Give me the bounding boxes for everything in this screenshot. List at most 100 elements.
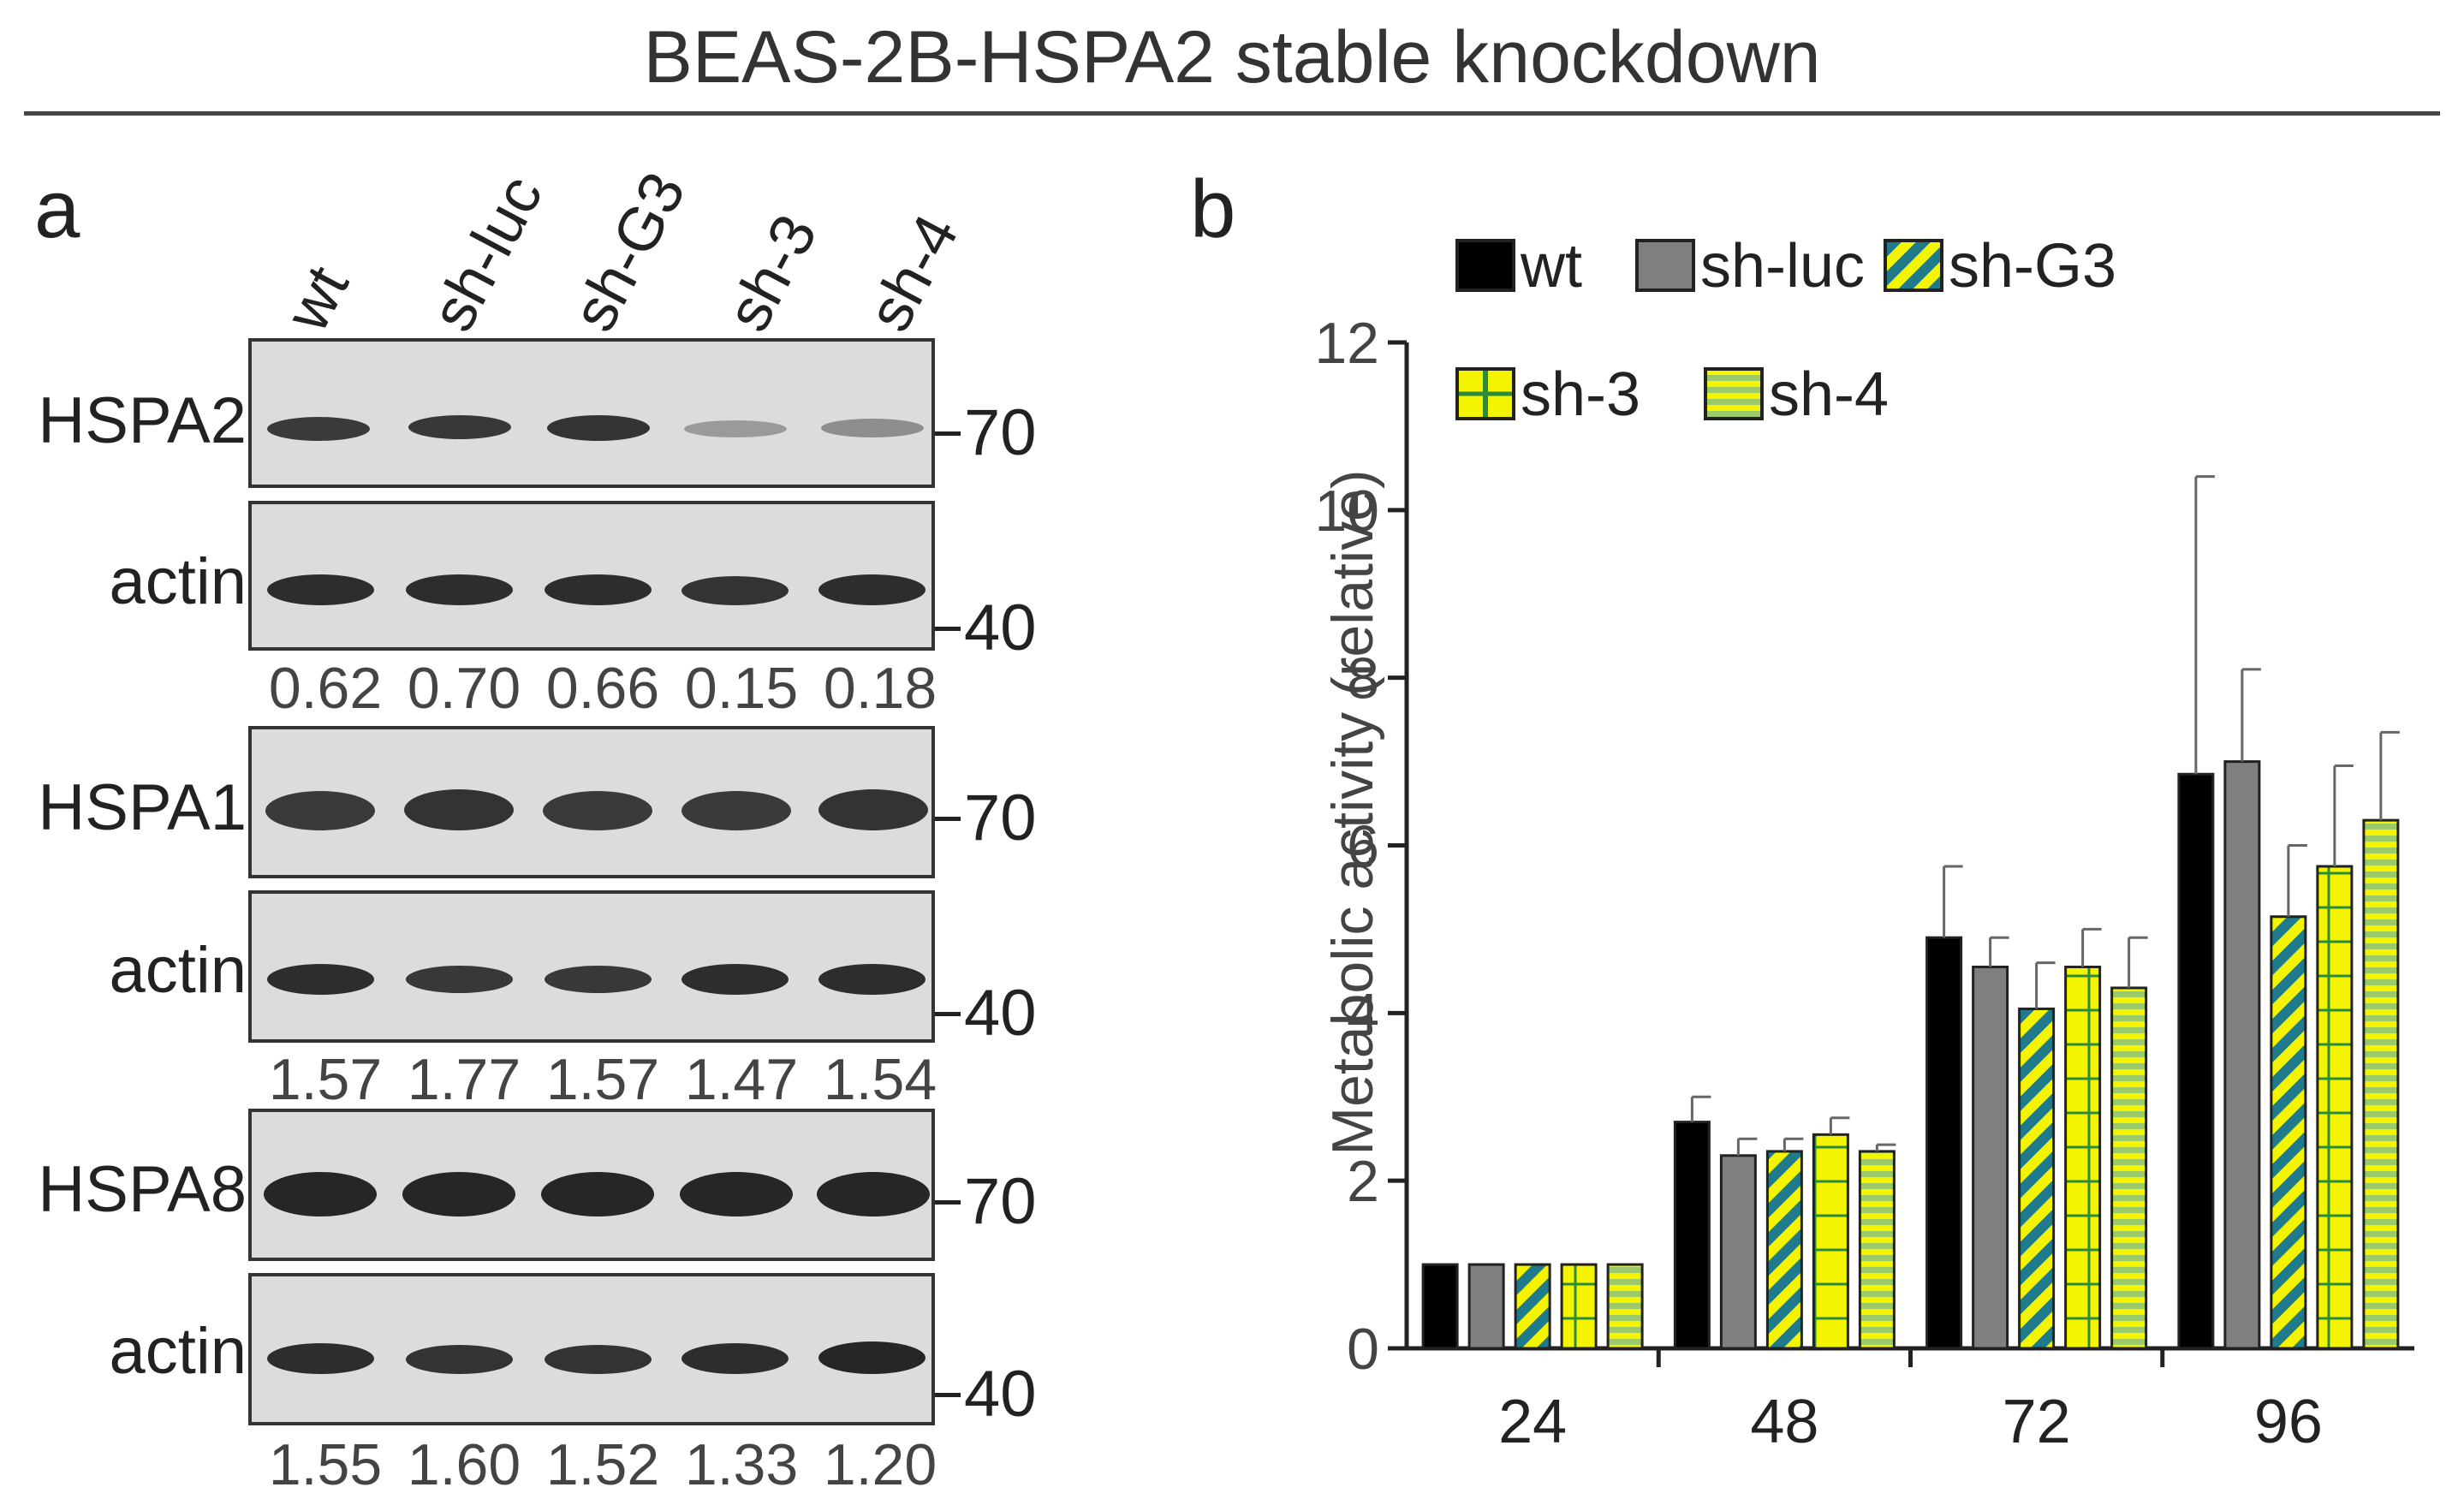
band-hspa2-sh-3 (684, 420, 787, 437)
y-tick-label: 2 (1347, 1149, 1379, 1214)
legend-item-sh-luc: sh-luc (1635, 231, 1865, 301)
band-hspa8-wt (264, 1172, 377, 1217)
ratio-hspa2-sh-luc: 0.70 (407, 656, 521, 721)
band-hspa1-sh-luc (404, 789, 514, 830)
band-hspa2-wt (267, 417, 370, 441)
lane-label-sh-3: sh-3 (713, 204, 830, 342)
band-hspa2-sh-g3 (547, 415, 650, 441)
band-actin3-sh-4 (818, 1341, 925, 1374)
ratio-hspa1-sh-g3: 1.57 (545, 1047, 660, 1112)
bar-sh-G3-72 (2018, 1007, 2056, 1350)
panel-a-label: a (34, 164, 80, 255)
ratio-hspa1-sh-luc: 1.77 (407, 1047, 521, 1112)
legend-swatch-sh-luc (1635, 238, 1695, 292)
band-actin1-sh-luc (406, 574, 513, 605)
ratio-hspa2-sh-4: 0.18 (823, 656, 937, 721)
lane-label-sh-4: sh-4 (854, 204, 972, 342)
band-hspa2-sh-luc (408, 415, 511, 439)
lane-label-sh-luc: sh-luc (418, 164, 556, 342)
x-tick-label: 48 (1750, 1388, 1818, 1447)
ratio-hspa8-sh-luc: 1.60 (407, 1432, 521, 1497)
x-tick-label: 96 (2254, 1388, 2323, 1447)
bar-sh-3-48 (1812, 1133, 1849, 1350)
band-hspa8-sh-4 (817, 1172, 930, 1217)
panel-b-label: b (1190, 164, 1236, 255)
legend-item-sh-3: sh-3 (1455, 360, 1640, 430)
bar-wt-24 (1421, 1263, 1459, 1350)
band-actin3-sh-3 (681, 1343, 789, 1374)
band-actin3-sh-luc (406, 1345, 513, 1374)
band-hspa2-sh-4 (821, 419, 924, 437)
band-actin1-sh-3 (681, 576, 789, 605)
bar-sh-4-24 (1606, 1263, 1644, 1350)
bar-sh-luc-96 (2223, 760, 2261, 1350)
mw-marker-70: 70 (935, 396, 1037, 470)
legend-swatch-sh-4 (1704, 366, 1764, 420)
ratio-hspa2-wt: 0.62 (268, 656, 383, 721)
chart-bars (1421, 475, 2400, 1350)
band-actin2-sh-4 (818, 964, 925, 995)
bar-sh-luc-72 (1972, 965, 2009, 1350)
x-tick-label: 72 (2003, 1388, 2071, 1447)
band-actin1-wt (267, 574, 374, 605)
bar-sh-4-72 (2110, 986, 2148, 1350)
lane-label-wt: wt (272, 255, 362, 342)
ratio-hspa1-sh-3: 1.47 (684, 1047, 799, 1112)
lane-label-sh-g3: sh-G3 (559, 161, 699, 342)
legend-item-wt: wt (1455, 231, 1582, 301)
band-actin2-sh-luc (406, 966, 513, 993)
mw-marker-40: 40 (935, 1357, 1037, 1431)
bar-wt-96 (2177, 772, 2215, 1350)
y-tick-label: 4 (1347, 981, 1379, 1046)
y-tick-label: 8 (1347, 646, 1379, 711)
blot-actin-1 (248, 501, 935, 651)
bar-sh-4-96 (2362, 818, 2400, 1350)
row-label-hspa1: HSPA1 (38, 771, 247, 844)
band-actin1-sh-4 (818, 574, 925, 605)
legend-swatch-wt (1455, 238, 1515, 292)
ratio-hspa1-wt: 1.57 (268, 1047, 383, 1112)
bar-wt-48 (1673, 1121, 1711, 1350)
ratio-hspa8-wt: 1.55 (268, 1432, 383, 1497)
blot-hspa8 (248, 1109, 935, 1261)
ratio-hspa1-sh-4: 1.54 (823, 1047, 937, 1112)
bar-sh-4-48 (1858, 1150, 1896, 1350)
mw-marker-40: 40 (935, 591, 1037, 665)
bar-sh-3-24 (1560, 1263, 1598, 1350)
blot-hspa1 (248, 726, 935, 878)
mw-marker-70: 70 (935, 781, 1037, 855)
band-hspa1-wt (265, 791, 375, 830)
legend-item-sh-g3: sh-G3 (1884, 231, 2116, 301)
bar-sh-G3-48 (1765, 1150, 1803, 1350)
y-tick-label: 6 (1347, 814, 1379, 879)
blot-actin-3 (248, 1273, 935, 1425)
mw-marker-70: 70 (935, 1164, 1037, 1239)
band-actin3-wt (267, 1343, 374, 1374)
legend-swatch-sh-3 (1455, 366, 1515, 420)
y-tick-label: 0 (1347, 1317, 1379, 1382)
bar-sh-G3-96 (2270, 915, 2307, 1350)
row-label-hspa8: HSPA8 (38, 1153, 247, 1226)
y-tick-label: 10 (1314, 479, 1379, 544)
mw-marker-40: 40 (935, 976, 1037, 1050)
band-actin2-sh-g3 (545, 966, 652, 993)
bar-sh-3-72 (2064, 965, 2102, 1350)
row-label-actin-3: actin (109, 1315, 247, 1388)
row-label-actin-2: actin (109, 934, 247, 1007)
band-hspa8-sh-3 (680, 1172, 793, 1217)
band-hspa8-sh-g3 (541, 1172, 654, 1217)
x-tick-label: 24 (1498, 1388, 1567, 1447)
title-divider (24, 111, 2440, 116)
bar-sh-3-96 (2316, 865, 2354, 1350)
legend-swatch-sh-g3 (1884, 238, 1943, 292)
ratio-hspa8-sh-g3: 1.52 (545, 1432, 660, 1497)
bar-sh-luc-48 (1719, 1154, 1757, 1350)
band-actin2-sh-3 (681, 964, 789, 995)
y-tick-label: 12 (1314, 311, 1379, 376)
band-hspa1-sh-3 (681, 791, 791, 830)
band-actin3-sh-g3 (545, 1345, 652, 1374)
band-hspa8-sh-luc (402, 1172, 515, 1217)
band-hspa1-sh-g3 (543, 791, 652, 830)
